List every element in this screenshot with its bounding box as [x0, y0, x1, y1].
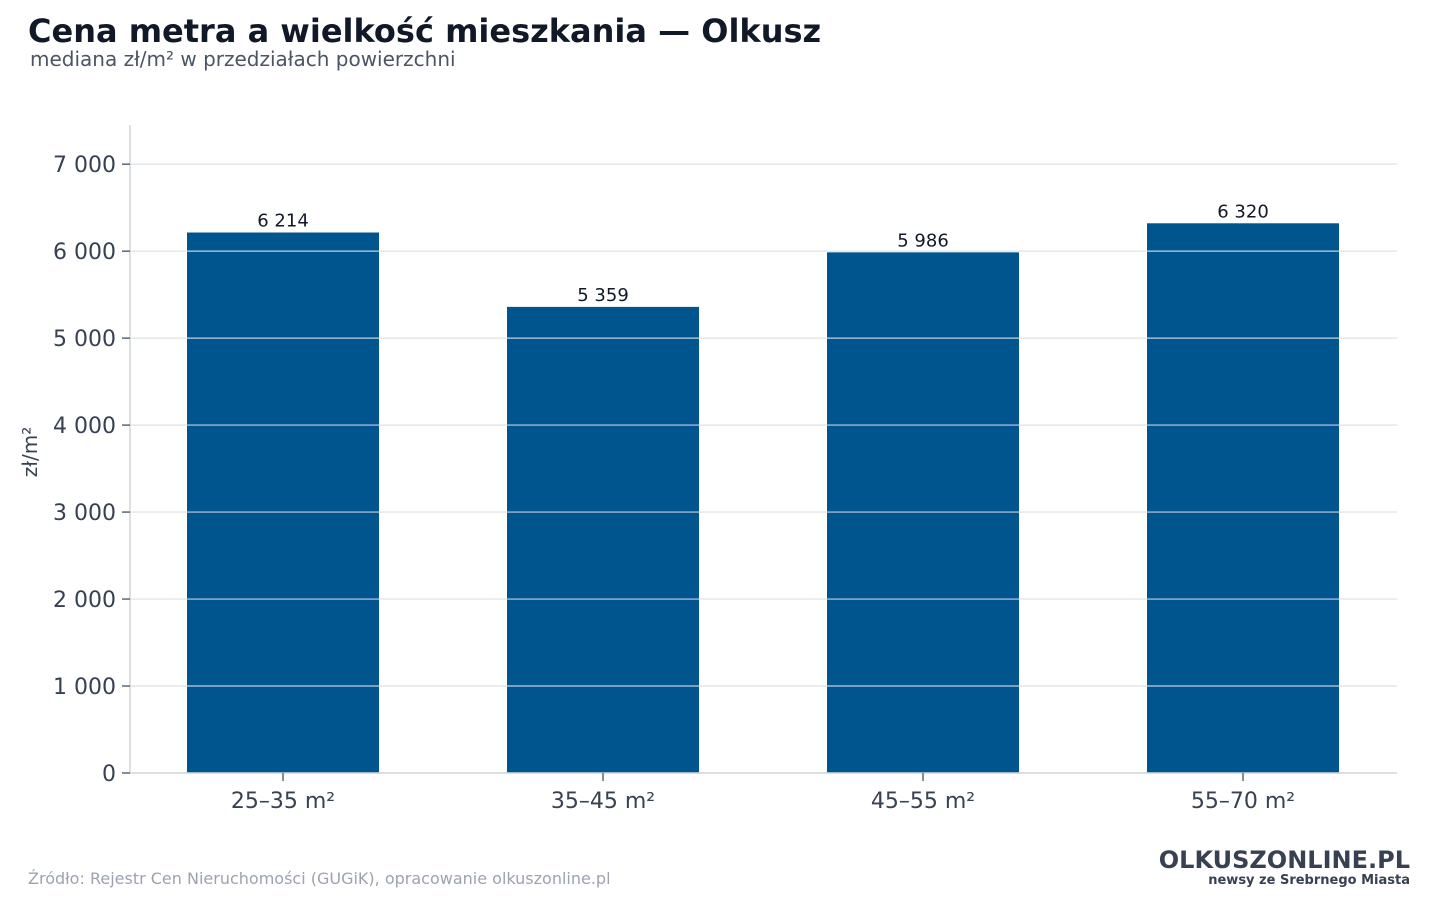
chart-subtitle: mediana zł/m² w przedziałach powierzchni	[30, 47, 456, 71]
y-tick-label: 0	[102, 762, 116, 787]
data-label: 5 986	[897, 230, 949, 251]
y-tick-label: 5 000	[53, 327, 116, 352]
data-label: 6 214	[257, 211, 309, 232]
brand-logo: OLKUSZONLINE.PL newsy ze Srebrnego Miast…	[1159, 848, 1410, 887]
chart-title: Cena metra a wielkość mieszkania — Olkus…	[28, 12, 822, 50]
x-tick-label: 55–70 m²	[1191, 789, 1295, 814]
bar	[1147, 223, 1339, 774]
source-note: Źródło: Rejestr Cen Nieruchomości (GUGiK…	[28, 869, 611, 888]
data-label: 5 359	[577, 285, 629, 306]
y-tick-label: 4 000	[53, 414, 116, 439]
bar	[507, 306, 699, 773]
x-tick-label: 45–55 m²	[871, 789, 975, 814]
y-axis-title: zł/m²	[18, 427, 42, 477]
x-tick-label: 35–45 m²	[551, 789, 655, 814]
logo-name: OLKUSZONLINE.PL	[1158, 846, 1410, 874]
y-tick-label: 3 000	[53, 501, 116, 526]
y-tick-label: 6 000	[53, 240, 116, 265]
data-label: 6 320	[1217, 201, 1269, 222]
x-tick-label: 25–35 m²	[231, 789, 335, 814]
logo-tagline: newsy ze Srebrnego Miasta	[1208, 873, 1410, 888]
bar	[827, 252, 1019, 774]
y-tick-label: 1 000	[53, 675, 116, 700]
bar	[187, 232, 379, 774]
y-tick-label: 2 000	[53, 588, 116, 613]
y-tick-label: 7 000	[53, 153, 116, 178]
